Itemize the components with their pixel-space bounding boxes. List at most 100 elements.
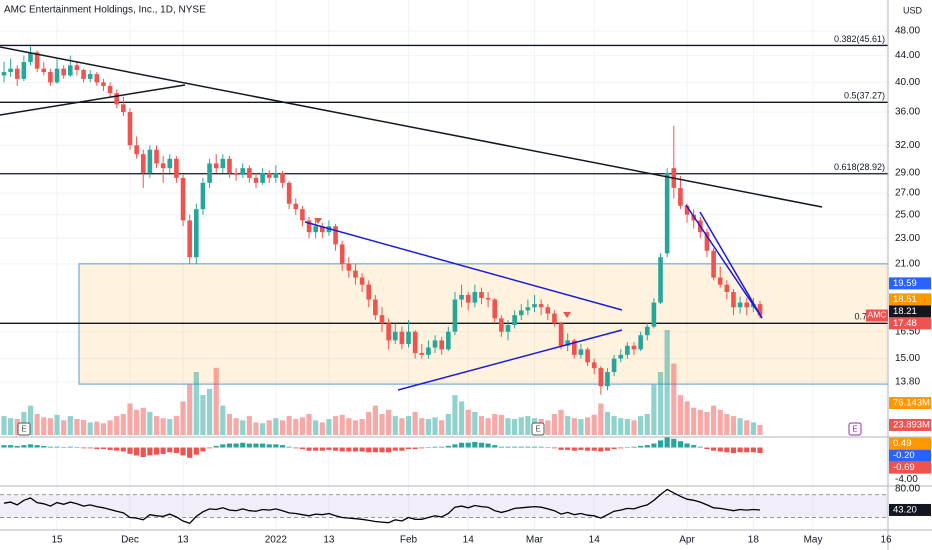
volume-bar	[399, 418, 405, 435]
volume-bar	[439, 420, 445, 435]
volume-bar	[598, 403, 604, 435]
macd-bar	[452, 444, 458, 448]
volume-bar	[134, 409, 140, 435]
macd-bar	[551, 447, 558, 449]
macd-bar	[180, 447, 186, 456]
volume-bar	[492, 414, 498, 435]
macd-bar	[392, 447, 398, 451]
price-tag-label: 43.20	[893, 504, 917, 515]
volume-bar	[657, 372, 664, 435]
x-tick-label: 16	[880, 535, 892, 546]
trend-line	[0, 46, 823, 208]
volume-bar	[691, 407, 697, 435]
volume-bar	[220, 405, 226, 435]
candle-body	[651, 302, 657, 327]
candle-body	[684, 205, 690, 215]
candle-body	[8, 68, 13, 73]
macd-bar	[618, 447, 624, 449]
macd-bar	[61, 447, 67, 449]
macd-bar	[226, 443, 233, 448]
price-tag	[889, 317, 931, 330]
volume-bar	[326, 419, 332, 435]
volume-bar	[458, 401, 465, 435]
macd-bar	[279, 445, 286, 448]
macd-bar	[445, 445, 451, 448]
candle-body	[558, 323, 564, 346]
macd-bar	[220, 444, 226, 448]
macd-bar	[94, 447, 100, 450]
candle-body	[711, 250, 716, 278]
candle-body	[167, 158, 173, 169]
volume-bar	[94, 421, 100, 435]
trend-line	[685, 204, 763, 319]
candle-body	[253, 177, 259, 183]
candle-body	[439, 340, 444, 350]
macd-bar	[8, 445, 14, 448]
macd-bar	[591, 447, 597, 451]
macd-bar	[531, 446, 538, 448]
candle-body	[240, 168, 246, 175]
macd-bar	[273, 444, 279, 448]
volume-bar	[346, 418, 352, 435]
price-tag	[889, 449, 931, 462]
price-tag-label: 18.51	[893, 294, 917, 305]
chart-title: AMC Entertainment Holdings, Inc., 1D, NY…	[4, 5, 206, 16]
volume-bar	[478, 416, 485, 435]
volume-bar	[114, 416, 120, 435]
candle-body	[578, 349, 584, 355]
candle-body	[518, 310, 524, 316]
volume-bar	[611, 416, 617, 435]
macd-bar	[717, 447, 723, 452]
candle-body	[373, 299, 378, 316]
volume-bar	[372, 405, 378, 435]
candle-body	[346, 263, 352, 271]
volume-bar	[233, 418, 239, 435]
macd-bar	[34, 445, 40, 448]
candle-body	[61, 68, 66, 76]
volume-bar	[624, 419, 630, 435]
macd-bar	[386, 447, 392, 453]
candle-body	[598, 368, 604, 387]
candle-body	[505, 324, 511, 332]
candle-body	[34, 52, 40, 69]
candle-body	[127, 112, 133, 146]
volume-bar	[319, 422, 325, 435]
volume-bar	[286, 416, 292, 435]
volume-bar	[47, 418, 54, 435]
earnings-label: E	[852, 425, 857, 434]
candle-body	[280, 172, 285, 183]
candle-body	[631, 345, 637, 350]
candle-body	[194, 209, 199, 258]
candle-body	[101, 82, 106, 86]
macd-bar	[697, 446, 703, 448]
earnings-marker	[531, 422, 545, 436]
price-pane: 0.382(45.61)0.5(37.27)0.618(28.92)0.786(…	[0, 34, 888, 435]
macd-bar	[74, 447, 80, 449]
volume-bar	[279, 420, 286, 435]
y-tick-label: 36.00	[895, 107, 920, 118]
macd-bar	[372, 447, 378, 453]
y-tick-label: 48.00	[895, 26, 920, 37]
volume-bar	[684, 401, 690, 435]
macd-bar	[651, 443, 657, 448]
volume-bar	[485, 418, 491, 435]
macd-bar	[160, 447, 166, 454]
price-tag-label: 23.893M	[893, 419, 930, 430]
volume-bar	[419, 418, 425, 435]
candle-body	[180, 177, 186, 221]
candle-body	[293, 203, 299, 210]
candle-body	[479, 292, 484, 299]
volume-bar	[677, 395, 684, 435]
candle-body	[572, 340, 577, 355]
x-tick-label: 13	[177, 535, 189, 546]
candle-body	[757, 304, 763, 316]
price-tag	[889, 418, 931, 431]
candle-body	[313, 226, 318, 233]
price-tag	[889, 461, 931, 474]
volume-bar	[571, 418, 577, 435]
macd-bar	[120, 447, 126, 452]
volume-bar	[638, 416, 644, 435]
volume-bar	[631, 420, 637, 435]
volume-bar	[584, 417, 591, 435]
volume-bar	[591, 414, 597, 435]
